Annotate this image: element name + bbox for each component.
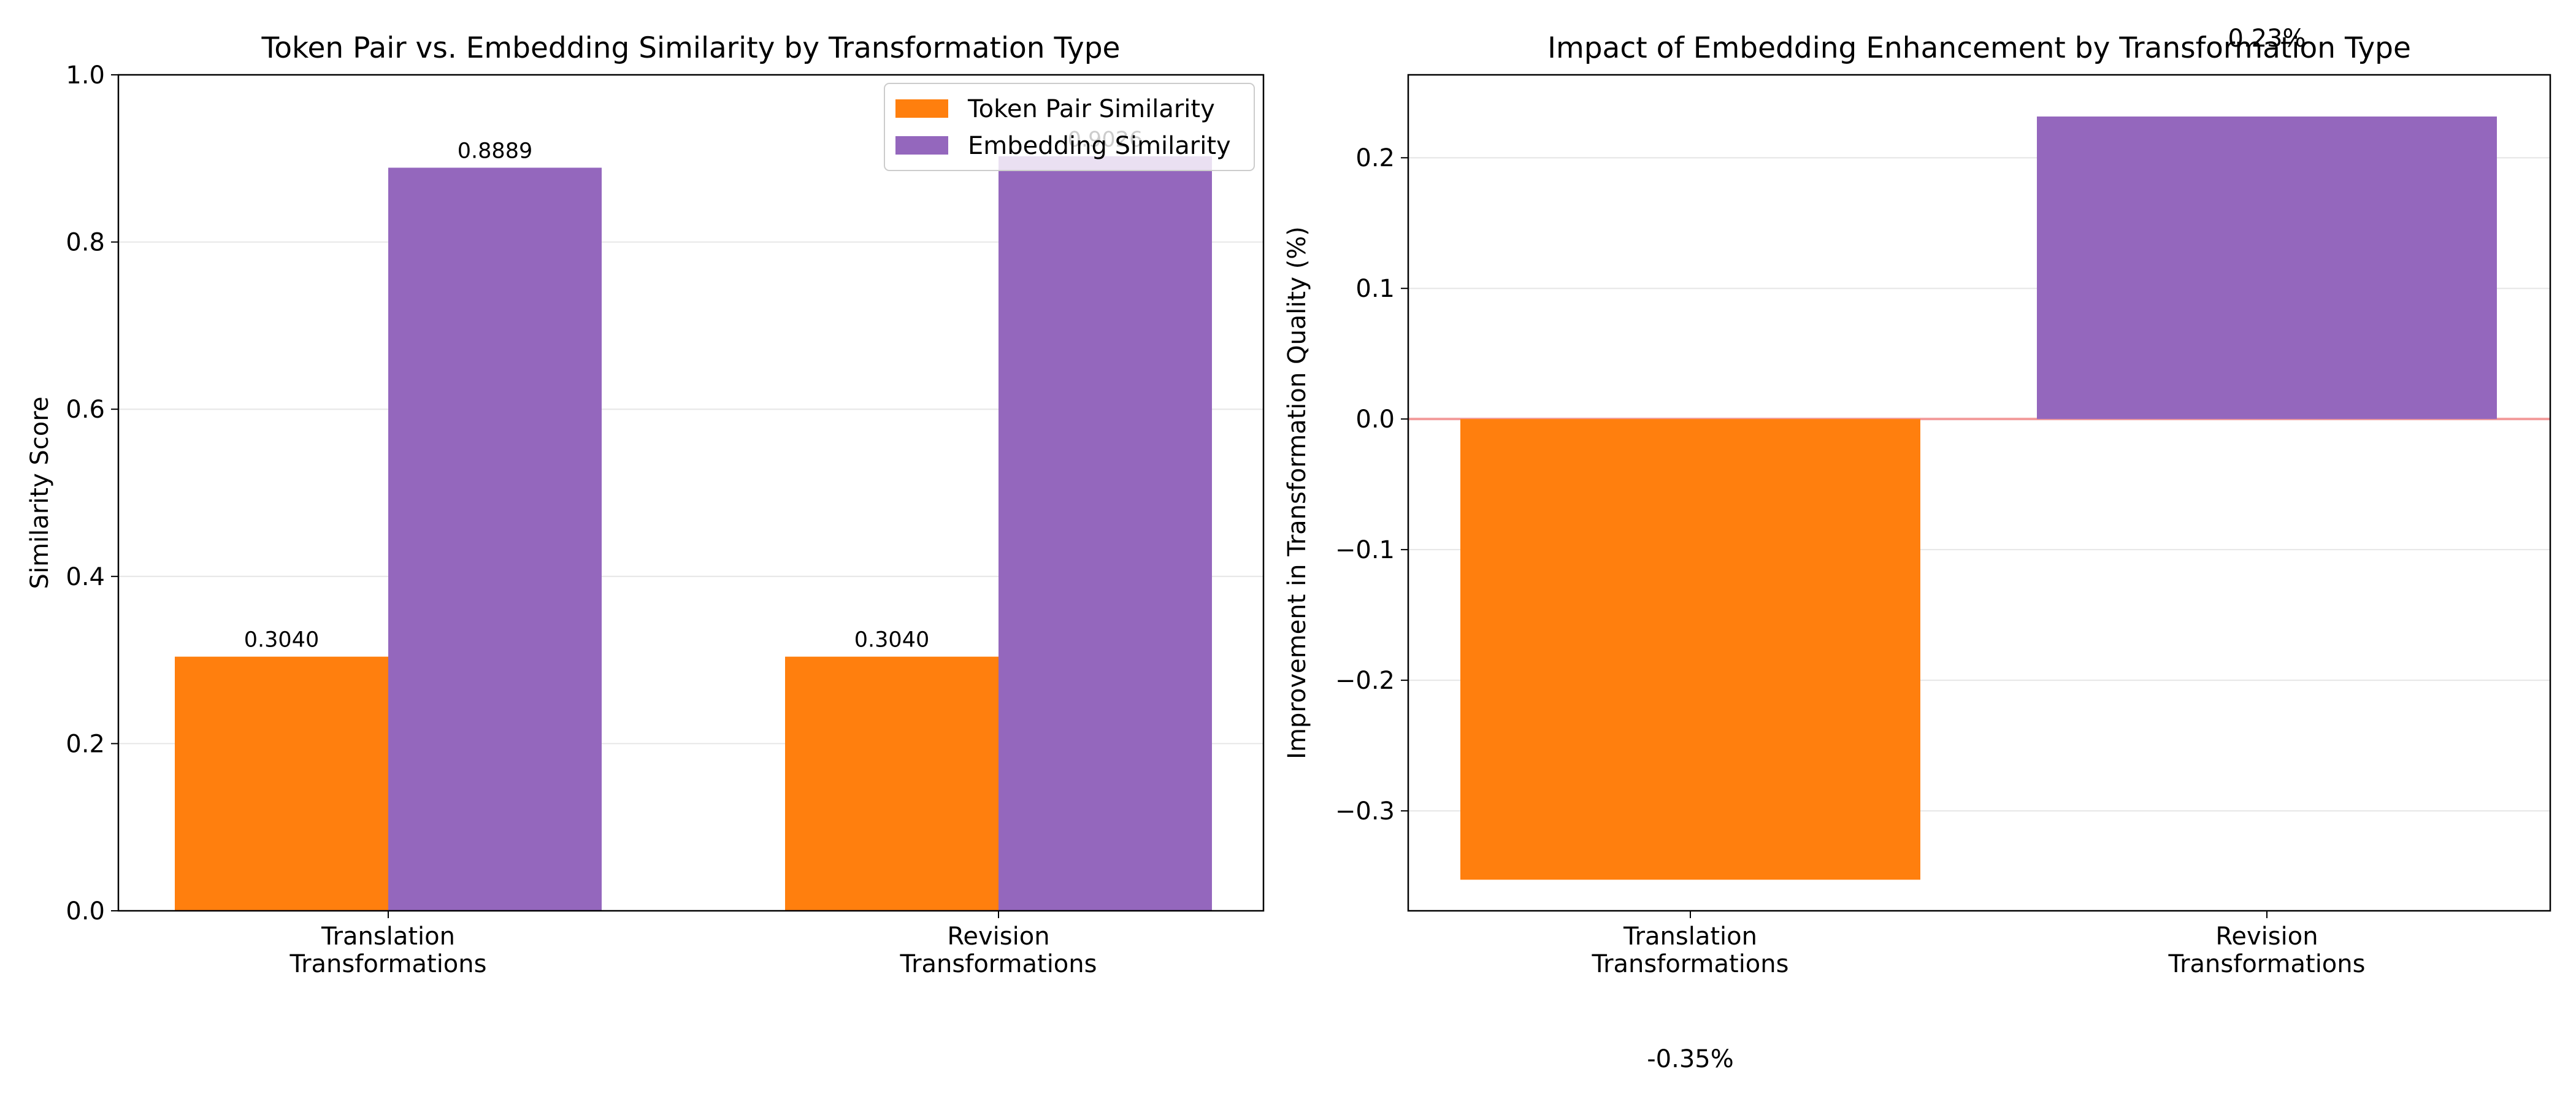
bar-value-label: 0.3040: [854, 628, 929, 653]
y-tick-label: −0.1: [1335, 536, 1395, 564]
bar-embedding: [388, 167, 602, 911]
y-tick-label: −0.2: [1335, 667, 1395, 695]
bar-translation-improvement: [1460, 419, 1920, 880]
y-axis-label: Improvement in Transformation Quality (%…: [1283, 226, 1311, 759]
bar-value-label: 0.3040: [244, 628, 319, 653]
legend-swatch-token-pair: [895, 99, 948, 118]
chart-title: Token Pair vs. Embedding Similarity by T…: [261, 31, 1121, 65]
legend-swatch-embedding: [895, 136, 948, 155]
y-tick-label: 0.0: [1355, 405, 1395, 434]
y-tick-label: 1.0: [66, 61, 105, 90]
x-tick-label: Transformations: [1592, 950, 1789, 978]
chart-title: Impact of Embedding Enhancement by Trans…: [1547, 31, 2411, 65]
y-tick-label: 0.0: [66, 897, 105, 926]
chart-similarity: 0.00.20.40.60.81.00.30400.88890.30400.90…: [26, 31, 1265, 978]
chart-impact: −0.3 −0.2 −0.1 0.0 0.1 0.2 -0.35% 0.23% Translat…: [1283, 25, 2551, 1073]
bar-value-label: 0.8889: [458, 139, 532, 163]
y-tick-label: 0.6: [66, 396, 105, 424]
legend-label-embedding: Embedding Similarity: [968, 132, 1231, 160]
y-tick-label: 0.2: [66, 730, 105, 758]
x-tick-label: Transformations: [900, 950, 1097, 978]
bar-value-label: -0.35%: [1647, 1045, 1734, 1073]
x-tick-label: Revision: [947, 922, 1049, 951]
bar-embedding: [999, 156, 1212, 911]
axes-frame: [117, 74, 1265, 912]
x-tick-label: Translation: [1623, 922, 1757, 951]
x-tick-label: Revision: [2215, 922, 2318, 951]
legend: Token Pair Similarity Embedding Similarit…: [884, 83, 1255, 171]
bar-value-label: 0.23%: [2228, 25, 2306, 53]
x-tick-label: Transformations: [289, 950, 487, 978]
y-tick-label: 0.2: [1355, 144, 1395, 172]
x-tick-label: Transformations: [2168, 950, 2366, 978]
legend-label-token-pair: Token Pair Similarity: [967, 95, 1215, 123]
bar-revision-improvement: [2037, 116, 2497, 420]
y-axis-label: Similarity Score: [26, 397, 54, 589]
bar-token-pair: [175, 656, 388, 911]
x-tick-label: Translation: [321, 922, 455, 951]
y-tick-label: −0.3: [1335, 797, 1395, 826]
legend-box: [884, 83, 1255, 171]
y-tick-label: 0.8: [66, 229, 105, 257]
bar-token-pair: [785, 656, 999, 911]
axes-frame: [1407, 74, 2551, 912]
y-tick-label: 0.4: [66, 563, 105, 591]
y-tick-label: 0.1: [1355, 275, 1395, 303]
